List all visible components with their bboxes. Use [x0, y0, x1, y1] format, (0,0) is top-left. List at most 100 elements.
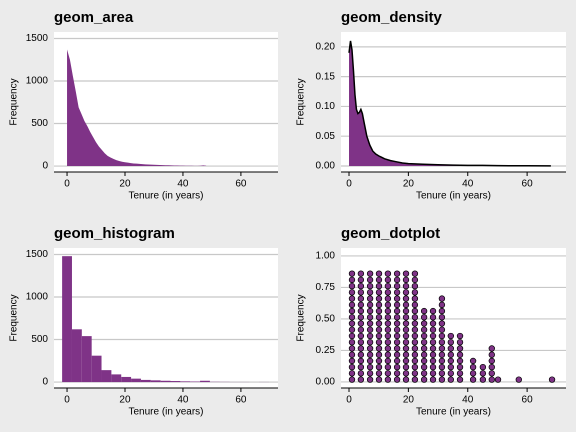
- y-tick-label: 0.05: [316, 131, 336, 142]
- y-tick-label: 1000: [26, 76, 49, 87]
- dot: [384, 357, 392, 365]
- dot: [456, 332, 464, 340]
- dot: [429, 364, 437, 371]
- dot: [447, 364, 454, 371]
- dot: [420, 314, 428, 321]
- bar: [160, 380, 171, 383]
- dot: [384, 370, 392, 377]
- x-axis-label: Tenure (in years): [128, 407, 203, 418]
- dot: [420, 326, 428, 333]
- dot: [438, 314, 446, 321]
- y-tick-label: 0: [42, 377, 48, 388]
- x-tick-label: 60: [235, 179, 247, 190]
- dot: [420, 332, 428, 340]
- dot: [402, 345, 410, 352]
- dot: [438, 364, 446, 371]
- dot: [393, 351, 401, 358]
- dot: [429, 332, 437, 340]
- y-tick-label: 1000: [26, 292, 49, 303]
- dot: [375, 314, 383, 321]
- dot: [375, 351, 383, 358]
- dot: [411, 370, 419, 377]
- bar: [101, 370, 112, 383]
- dot: [438, 295, 446, 302]
- dot: [375, 376, 383, 383]
- dot: [438, 351, 446, 358]
- dot: [366, 270, 374, 277]
- dot: [438, 376, 446, 383]
- dot: [402, 376, 410, 383]
- dot: [348, 320, 356, 327]
- x-tick-label: 20: [403, 179, 415, 190]
- dot: [402, 332, 410, 340]
- dot: [479, 376, 487, 383]
- dot: [411, 301, 419, 308]
- dot: [438, 339, 446, 346]
- dot: [393, 276, 401, 284]
- dot: [384, 295, 392, 302]
- dot: [402, 289, 410, 296]
- dot: [375, 320, 383, 327]
- dot: [348, 332, 356, 340]
- dot: [393, 270, 401, 277]
- dot: [402, 295, 410, 302]
- dot: [366, 376, 374, 383]
- dot: [411, 282, 419, 290]
- dot: [384, 282, 392, 290]
- dot: [393, 307, 401, 315]
- dot: [366, 345, 374, 352]
- x-tick-label: 20: [403, 395, 415, 406]
- dot: [348, 364, 356, 371]
- dot: [411, 364, 419, 371]
- dot: [348, 307, 356, 315]
- x-tick-label: 20: [119, 179, 131, 190]
- dot: [411, 320, 419, 327]
- dot: [456, 357, 464, 365]
- dot: [438, 370, 446, 377]
- dot: [438, 301, 446, 308]
- dot: [348, 339, 356, 346]
- panel: geom_density Tenure (in years) Frequency 0.…: [296, 9, 566, 202]
- dot: [420, 307, 428, 315]
- dot: [375, 289, 383, 296]
- dot: [375, 301, 383, 308]
- dot: [402, 351, 410, 358]
- dot: [420, 376, 428, 383]
- y-tick-label: 0.50: [316, 314, 336, 325]
- dot: [393, 282, 401, 290]
- dot: [479, 370, 487, 377]
- dot: [366, 364, 374, 371]
- dot: [411, 376, 419, 383]
- bar: [200, 380, 210, 383]
- dot: [469, 357, 477, 365]
- dot: [393, 295, 401, 302]
- dot: [411, 332, 419, 340]
- dot: [488, 370, 495, 377]
- dot: [402, 326, 410, 333]
- dot: [420, 320, 428, 327]
- dot: [411, 289, 419, 296]
- dot: [357, 357, 365, 365]
- dot: [375, 270, 383, 277]
- x-tick-label: 0: [346, 395, 352, 406]
- y-tick-label: 500: [31, 334, 48, 345]
- dot: [375, 282, 383, 290]
- dot: [456, 351, 464, 358]
- dot: [402, 270, 410, 277]
- dot: [384, 276, 392, 284]
- dot: [348, 301, 356, 308]
- bar: [180, 381, 191, 383]
- dot: [357, 376, 365, 383]
- dot: [402, 282, 410, 290]
- dot: [393, 339, 401, 346]
- dot: [366, 320, 374, 327]
- dot: [469, 364, 477, 371]
- chart-title: geom_dotplot: [341, 225, 440, 242]
- dot: [393, 326, 401, 333]
- x-tick-label: 60: [235, 395, 247, 406]
- dot: [366, 326, 374, 333]
- density-area: [349, 40, 551, 166]
- x-tick-label: 0: [64, 395, 70, 406]
- panel: geom_area Tenure (in years) Frequency 0 500 1…: [9, 9, 278, 202]
